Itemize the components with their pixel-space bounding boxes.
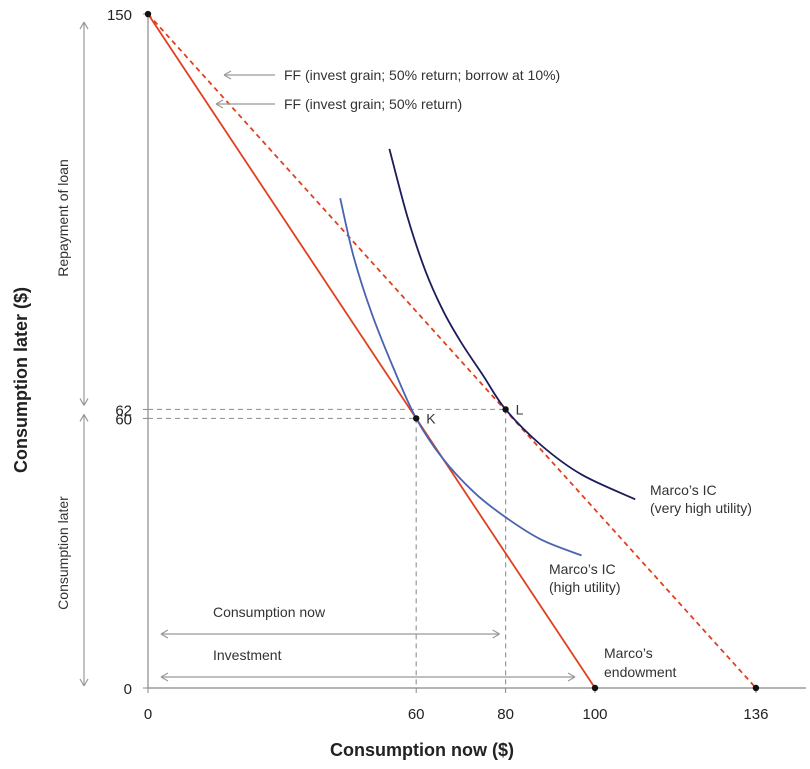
ff-borrow-label: FF (invest grain; 50% return; borrow at … [284, 67, 560, 83]
x-tick-label: 100 [582, 706, 607, 723]
point-marker [752, 684, 760, 692]
ic-very-high-label-line1: Marco’s IC [650, 482, 717, 498]
investment-span-arrow-heads [160, 672, 576, 682]
x-tick-label: 136 [743, 706, 768, 723]
ic-high-curve [339, 198, 582, 557]
investment-span-label: Investment [213, 647, 282, 663]
ff-borrow-arrowhead [223, 70, 232, 80]
x-tick-label: 80 [497, 706, 514, 723]
point-label-k: K [426, 410, 436, 426]
ff-label: FF (invest grain; 50% return) [284, 96, 462, 112]
point-marker [144, 10, 152, 18]
ic-high-label-line1: Marco’s IC [549, 561, 616, 577]
ff-arrowhead [215, 99, 224, 109]
consumption-later-span-label: Consumption later [55, 496, 71, 610]
repayment-span-label: Repayment of loan [55, 159, 71, 277]
consumption-now-span-label: Consumption now [213, 604, 326, 620]
ff-borrow-line [147, 13, 757, 689]
endowment-label-line2: endowment [604, 664, 676, 680]
endowment-label-line1: Marco’s [604, 645, 653, 661]
consumption-later-span-arrow-heads [79, 414, 89, 687]
ic-very-high-label-line2: (very high utility) [650, 500, 752, 516]
y-axis-title: Consumption later ($) [11, 287, 31, 473]
y-tick-label: 0 [124, 681, 132, 698]
y-tick-label: 60 [115, 411, 132, 428]
point-marker [591, 684, 599, 692]
ic-high-label-line2: (high utility) [549, 579, 621, 595]
ic-very-high-curve [388, 148, 636, 501]
point-l [502, 406, 509, 413]
point-k [413, 415, 420, 422]
repayment-span-arrow-heads [79, 21, 89, 406]
ff-line [147, 13, 596, 689]
x-tick-label: 0 [144, 706, 152, 723]
point-label-l: L [516, 401, 524, 417]
x-tick-label: 60 [408, 706, 425, 723]
y-tick-label: 150 [107, 7, 132, 24]
x-axis-title: Consumption now ($) [330, 740, 514, 760]
consumption-now-span-arrow-heads [160, 629, 500, 639]
y-tick-label: 62 [115, 402, 132, 419]
